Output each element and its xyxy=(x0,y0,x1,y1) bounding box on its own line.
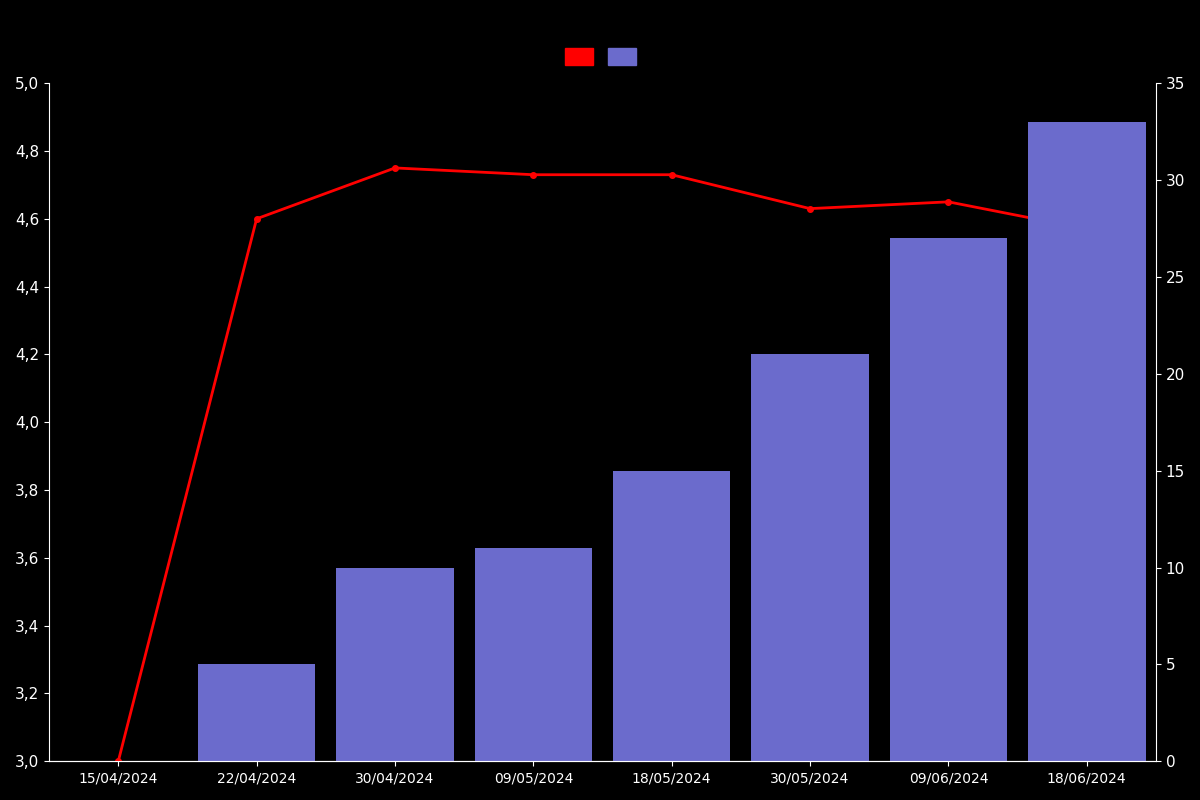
Bar xyxy=(889,238,1007,762)
Bar xyxy=(474,548,592,762)
Bar xyxy=(336,567,454,762)
Legend: , : , xyxy=(559,42,646,70)
Bar xyxy=(1028,122,1146,762)
Bar xyxy=(613,470,731,762)
Bar xyxy=(751,354,869,762)
Bar xyxy=(198,665,316,762)
